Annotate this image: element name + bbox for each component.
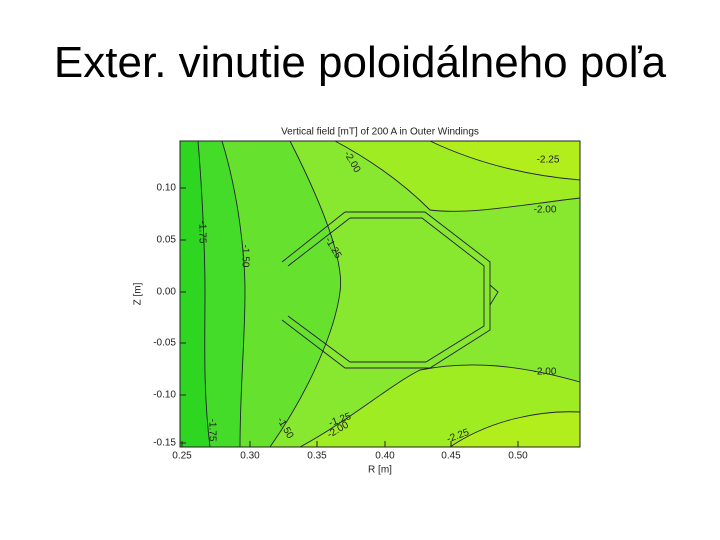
region: [180, 141, 210, 447]
y-tick-label: 0.05: [157, 235, 177, 246]
contour-label: -1.50: [239, 245, 250, 268]
x-tick-label: 0.45: [441, 451, 461, 462]
plot-frame: [179, 140, 581, 448]
x-tick-label: 0.35: [307, 451, 327, 462]
region: [430, 141, 580, 180]
y-tick-label: 0.00: [157, 287, 177, 298]
contour-label: -2.00: [534, 205, 557, 216]
x-tick-label: 0.50: [508, 451, 528, 462]
x-axis-label: R [m]: [368, 465, 392, 476]
contour-line: [197, 140, 211, 448]
contour-line: [449, 411, 581, 448]
contour-line: [429, 140, 581, 181]
contour-label: -1.75: [196, 221, 207, 244]
region: [335, 141, 580, 212]
y-tick-label: -0.05: [153, 338, 176, 349]
y-tick-label: 0.10: [157, 183, 177, 194]
contour-line: [299, 364, 581, 448]
region: [450, 411, 580, 447]
figure-title: Vertical field [mT] of 200 A in Outer Wi…: [281, 127, 479, 138]
contour-label: -2.00: [534, 367, 557, 378]
y-tick-label: -0.15: [153, 438, 176, 449]
coil-outline: [281, 211, 499, 369]
x-tick-label: 0.40: [375, 451, 395, 462]
x-tick-label: 0.30: [240, 451, 260, 462]
contour-label: -1.75: [206, 419, 217, 442]
slide-title: Exter. vinutie poloidálneho poľa: [53, 38, 667, 87]
contour-line: [269, 140, 342, 448]
contour-line: [221, 140, 246, 448]
x-tick-label: 0.25: [172, 451, 192, 462]
y-axis-label: Z [m]: [133, 282, 144, 305]
contour-label: -2.25: [537, 155, 560, 166]
y-tick-label: -0.10: [153, 390, 176, 401]
contour-line: [334, 140, 581, 212]
